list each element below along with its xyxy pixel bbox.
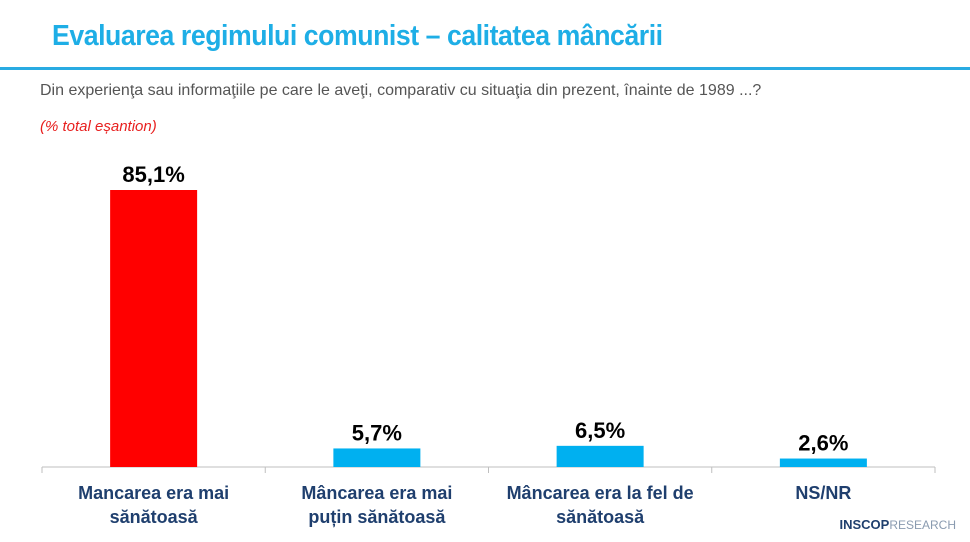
category-label: NS/NR <box>795 483 851 503</box>
data-label: 2,6% <box>798 431 848 456</box>
category-label: Mâncarea era la fel de <box>507 483 694 503</box>
page-title: Evaluarea regimului comunist – calitatea… <box>52 20 663 52</box>
bar <box>110 189 198 467</box>
sample-note: (% total eșantion) <box>40 118 157 135</box>
data-label: 85,1% <box>122 162 184 187</box>
title-divider <box>0 67 970 70</box>
inscop-logo: INSCOPRESEARCH <box>839 517 956 532</box>
bar <box>779 458 867 467</box>
category-label: puțin sănătoasă <box>308 507 446 527</box>
category-label: Mâncarea era mai <box>301 483 452 503</box>
bar <box>333 448 421 467</box>
bar <box>556 445 644 467</box>
question-text: Din experienţa sau informaţiile pe care … <box>40 82 762 99</box>
category-label: sănătoasă <box>556 507 645 527</box>
data-label: 5,7% <box>352 420 402 445</box>
data-label: 6,5% <box>575 418 625 443</box>
category-label: Mancarea era mai <box>78 483 229 503</box>
category-label: sănătoasă <box>110 507 199 527</box>
